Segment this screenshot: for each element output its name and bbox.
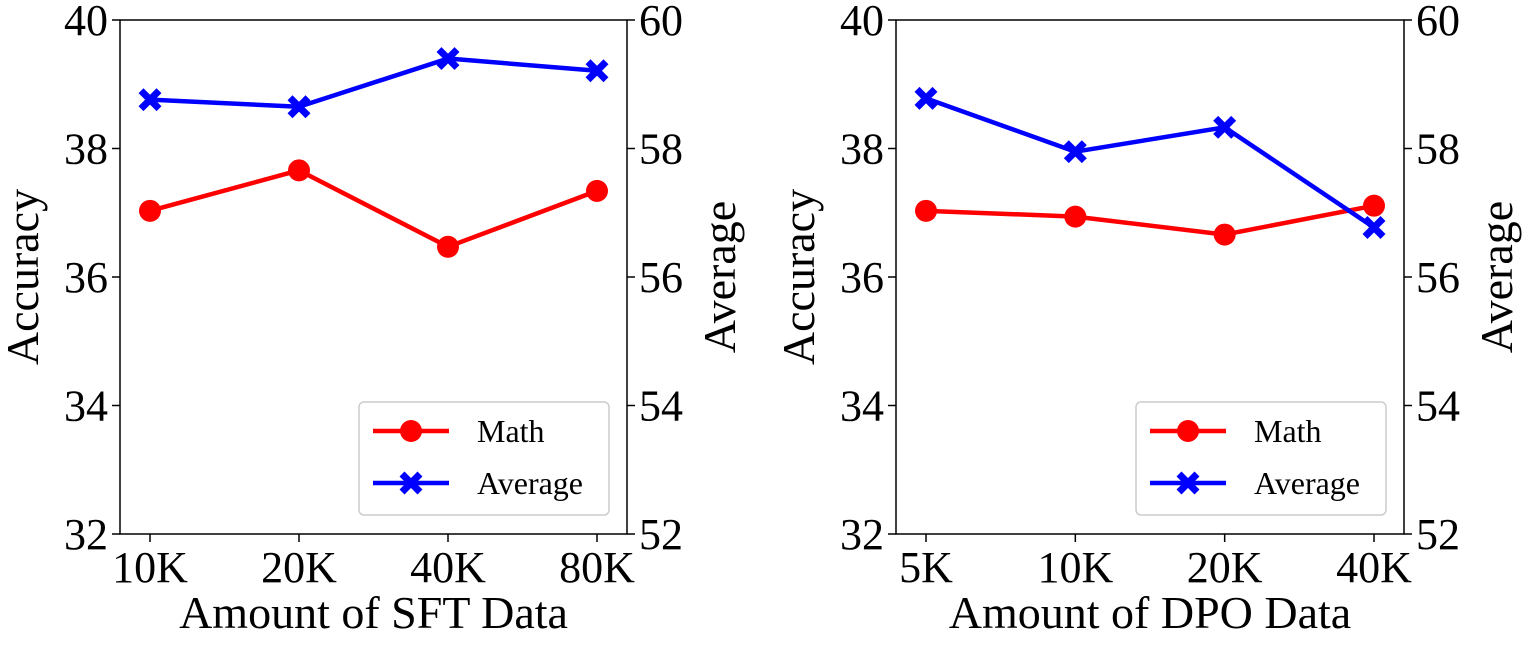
average-point — [287, 95, 311, 119]
math-point — [1213, 223, 1236, 246]
right-y-tick-label: 54 — [1416, 382, 1460, 431]
left-y-tick-label: 32 — [840, 510, 884, 559]
left-y-axis-title: Accuracy — [773, 189, 824, 365]
math-point — [1363, 194, 1385, 217]
series-line-average — [149, 56, 598, 109]
left-y-tick-label: 40 — [840, 0, 884, 45]
average-point — [436, 47, 460, 71]
average-point-stroke-b — [585, 59, 609, 83]
right-y-tick-label: 58 — [639, 125, 683, 174]
right-y-tick-label: 60 — [639, 0, 683, 45]
series-line-math — [925, 203, 1375, 237]
average-point — [1063, 140, 1087, 164]
right-y-tick-label: 60 — [1416, 0, 1460, 45]
x-tick-label: 40K — [410, 543, 486, 592]
x-axis-title: Amount of SFT Data — [179, 587, 568, 638]
left-y-tick-label: 38 — [64, 125, 108, 174]
average-point-stroke-b — [914, 86, 938, 110]
right-y-tick-label: 52 — [1416, 510, 1460, 559]
legend-math-marker — [400, 420, 422, 442]
right-y-tick-label: 52 — [639, 510, 683, 559]
legend-average-label: Average — [477, 465, 583, 501]
x-tick-label: 10K — [1037, 543, 1113, 592]
legend-math-label: Math — [477, 413, 545, 449]
x-tick-label: 20K — [261, 543, 337, 592]
legend: Math Average — [1135, 401, 1387, 516]
average-point — [914, 86, 938, 110]
x-axis-title: Amount of DPO Data — [949, 587, 1351, 638]
legend-average-marker — [1176, 471, 1200, 495]
average-point-stroke-b — [1213, 115, 1237, 139]
left-y-tick-label: 40 — [64, 0, 108, 45]
legend-average-marker-stroke-b — [1176, 471, 1200, 495]
average-point-stroke-b — [1063, 140, 1087, 164]
legend-average-label: Average — [1254, 465, 1360, 501]
legend-math-label: Math — [1254, 413, 1322, 449]
left-y-tick-label: 34 — [840, 382, 884, 431]
average-point — [138, 88, 162, 112]
x-tick-label: 40K — [1336, 543, 1412, 592]
average-point-stroke-b — [436, 47, 460, 71]
series-line-math — [149, 168, 598, 250]
left-y-axis-title: Accuracy — [0, 189, 48, 365]
math-point — [1064, 205, 1087, 228]
series-line-average — [925, 96, 1376, 230]
average-point — [1213, 115, 1237, 139]
math-point — [586, 179, 608, 202]
legend-average-marker — [399, 471, 423, 495]
average-point-stroke-b — [1362, 216, 1386, 240]
left-y-tick-label: 36 — [840, 253, 884, 302]
right-y-axis-title: Average — [1471, 201, 1522, 353]
x-tick-label: 5K — [899, 543, 953, 592]
right-y-tick-label: 54 — [639, 382, 683, 431]
x-tick-label: 80K — [559, 543, 635, 592]
math-point — [139, 199, 161, 222]
average-point-stroke-b — [287, 95, 311, 119]
average-point — [1362, 216, 1386, 240]
x-tick-label: 20K — [1187, 543, 1263, 592]
x-tick-label: 10K — [112, 543, 188, 592]
left-y-tick-label: 34 — [64, 382, 108, 431]
legend-average-marker-stroke-b — [399, 471, 423, 495]
legend: Math Average — [358, 401, 610, 516]
left-y-tick-label: 36 — [64, 253, 108, 302]
left-y-tick-label: 38 — [840, 125, 884, 174]
average-point-stroke-b — [138, 88, 162, 112]
right-y-tick-label: 58 — [1416, 125, 1460, 174]
math-point — [915, 199, 937, 222]
math-point — [288, 159, 310, 182]
math-point — [437, 235, 459, 258]
legend-math-marker — [1177, 420, 1199, 442]
right-y-axis-title: Average — [694, 201, 745, 353]
right-y-tick-label: 56 — [639, 253, 683, 302]
left-y-tick-label: 32 — [64, 510, 108, 559]
average-point — [585, 59, 609, 83]
right-y-tick-label: 56 — [1416, 253, 1460, 302]
